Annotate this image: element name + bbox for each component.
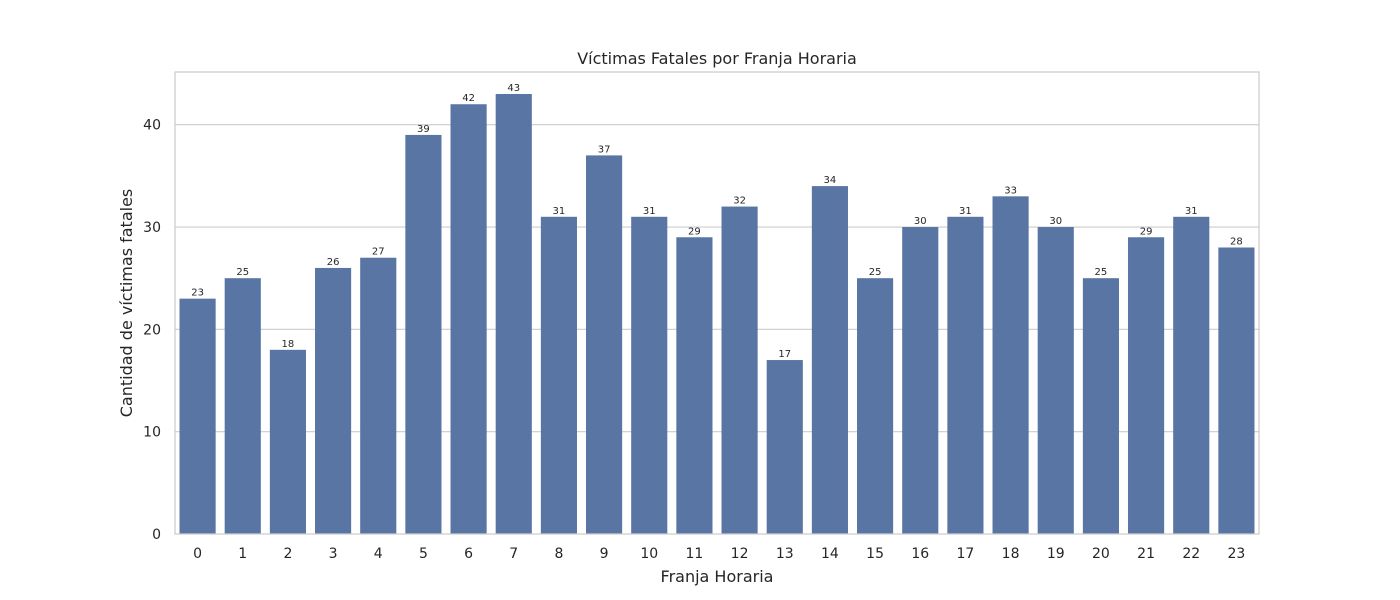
x-tick-label: 13 [776,546,794,562]
bar [1037,227,1074,534]
bar [224,278,261,534]
data-label: 32 [733,196,746,207]
data-label: 31 [959,206,972,217]
bar [992,196,1029,535]
x-tick-label: 4 [374,546,383,562]
bar [1128,237,1165,535]
data-label: 43 [507,83,520,94]
bar [179,298,216,534]
data-label: 31 [1185,206,1198,217]
bar [315,267,352,534]
bar [1218,247,1255,534]
y-tick-label: 30 [143,220,161,236]
data-label: 26 [327,257,340,268]
y-tick-label: 10 [143,425,161,441]
data-label: 25 [869,267,882,278]
bar [947,216,984,534]
data-label: 42 [462,93,475,104]
x-tick-label: 16 [911,546,929,562]
data-label: 23 [191,288,204,299]
chart-title: Víctimas Fatales por Franja Horaria [577,49,857,68]
bar [902,227,939,534]
x-tick-label: 17 [957,546,975,562]
x-tick-label: 9 [600,546,609,562]
plot-frame [174,71,1260,535]
x-tick-label: 12 [731,546,749,562]
x-tick-label: 1 [238,546,247,562]
x-tick-label: 8 [554,546,563,562]
x-tick-label: 14 [821,546,839,562]
bar [405,134,442,534]
data-label: 28 [1230,236,1243,247]
x-tick-label: 22 [1182,546,1200,562]
y-tick-label: 40 [143,118,161,134]
data-label: 39 [417,124,430,135]
bar [766,360,803,534]
x-tick-label: 2 [283,546,292,562]
bar [811,186,848,534]
y-axis-label: Cantidad de víctimas fatales [117,189,136,418]
x-tick-label: 18 [1002,546,1020,562]
x-tick-label: 3 [329,546,338,562]
x-axis-label: Franja Horaria [661,567,774,586]
data-label: 29 [1140,226,1153,237]
x-tick-label: 0 [193,546,202,562]
data-label: 25 [1095,267,1108,278]
data-label: 25 [236,267,249,278]
data-label: 34 [824,175,837,186]
data-label: 31 [643,206,656,217]
bar [450,104,487,535]
bar [495,94,532,534]
data-label: 37 [598,144,611,155]
data-label: 30 [1049,216,1062,227]
bars [179,94,1255,535]
bar [586,155,623,534]
x-tick-label: 20 [1092,546,1110,562]
data-label: 30 [914,216,927,227]
y-tick-labels: 0 10 20 30 40 [143,118,161,543]
data-label: 29 [688,226,701,237]
y-tick-label: 0 [152,527,161,543]
bar [269,349,306,534]
x-tick-label: 5 [419,546,428,562]
y-tick-label: 20 [143,322,161,338]
bar [540,216,577,534]
x-tick-label: 19 [1047,546,1065,562]
x-tick-label: 6 [464,546,473,562]
x-tick-label: 21 [1137,546,1155,562]
data-label: 18 [282,339,295,350]
bar [721,206,758,534]
data-label: 17 [778,349,791,360]
x-tick-label: 7 [509,546,518,562]
x-tick-label: 10 [640,546,658,562]
data-label: 33 [1004,185,1017,196]
x-tick-label: 15 [866,546,884,562]
data-label: 27 [372,247,385,258]
bar [1173,216,1210,534]
data-labels: 23 25 18 26 27 39 42 43 31 37 31 29 32 17 34 25 30 31 33 30… [191,83,1243,360]
bar [676,237,713,535]
bar [631,216,668,534]
bar [857,278,894,534]
x-tick-label: 23 [1228,546,1246,562]
x-tick-label: 11 [686,546,704,562]
bar [360,257,397,534]
bar [1082,278,1119,534]
data-label: 31 [553,206,566,217]
x-tick-labels: 0 1 2 3 4 5 6 7 8 9 10 11 12 13 14 15 16 17 18 19 20 21 22 23 [193,546,1245,562]
